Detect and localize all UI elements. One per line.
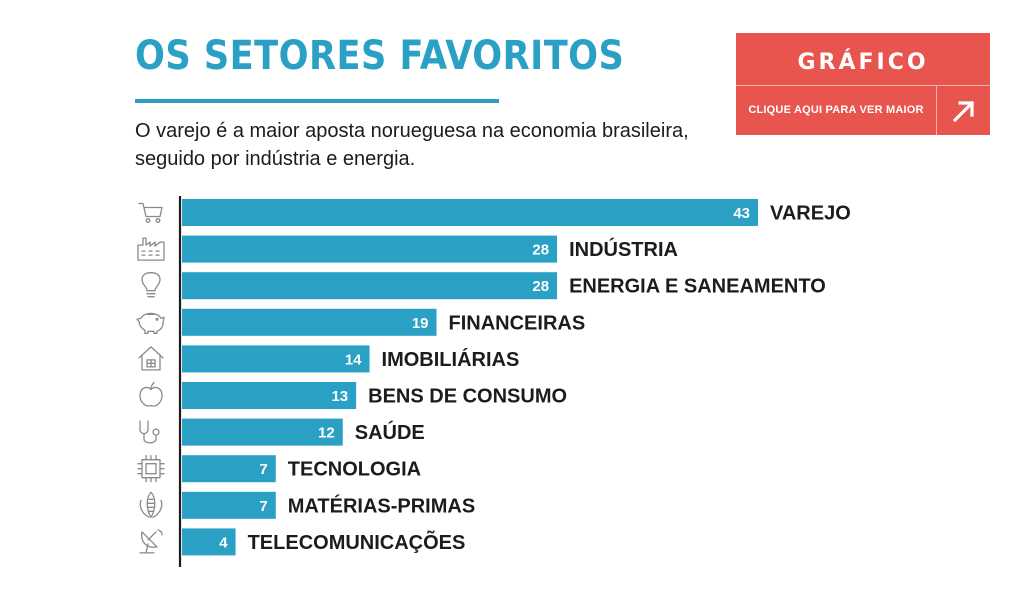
category-label: ENERGIA E SANEAMENTO [569,276,826,298]
category-label: INDÚSTRIA [569,237,678,261]
chart-title: OS SETORES FAVORITOS [135,33,625,79]
data-label: 14 [345,351,362,368]
grafico-title: GRÁFICO [797,50,929,75]
data-label: 19 [412,315,429,332]
data-label: 7 [259,461,267,478]
house-icon [138,346,164,371]
category-label: TELECOMUNICAÇÕES [248,530,466,554]
stethoscope-icon [139,420,160,444]
grafico-separator [936,86,937,135]
category-label: MATÉRIAS-PRIMAS [288,494,475,517]
bar [182,235,558,263]
bar [182,455,276,483]
view-larger-link[interactable]: CLIQUE AQUI PARA VER MAIOR [748,104,924,116]
factory-icon [137,237,165,261]
bar [182,491,276,519]
data-label: 28 [532,278,549,295]
bar [182,418,343,446]
category-label: BENS DE CONSUMO [368,386,567,408]
bar [182,345,370,373]
data-label: 28 [532,242,549,259]
bar [182,272,558,300]
category-label: IMOBILIÁRIAS [382,348,520,371]
category-label: SAÚDE [355,420,425,444]
data-label: 4 [219,534,228,551]
chart-subtitle: O varejo é a maior aposta norueguesa na … [135,120,689,170]
apple-icon [139,381,163,407]
bar [182,308,437,336]
piggy-bank-icon [136,312,165,334]
data-label: 12 [318,425,335,442]
grafico-divider [736,85,990,86]
title-underline [135,99,499,103]
arrow-up-right-icon[interactable] [937,86,990,135]
grafico-button[interactable]: GRÁFICO CLIQUE AQUI PARA VER MAIOR [736,33,990,135]
corn-icon [139,491,163,518]
data-label: 43 [733,205,750,222]
bar [182,382,357,409]
data-label: 7 [259,498,267,515]
bar [182,528,236,556]
data-label: 13 [331,388,348,405]
shopping-cart-icon [138,202,163,223]
chip-icon [137,455,165,483]
lightbulb-icon [141,272,161,298]
satellite-dish-icon [139,529,163,554]
bar [182,199,758,226]
category-label: VAREJO [770,203,851,225]
category-label: FINANCEIRAS [449,312,586,334]
category-label: TECNOLOGIA [288,459,421,481]
